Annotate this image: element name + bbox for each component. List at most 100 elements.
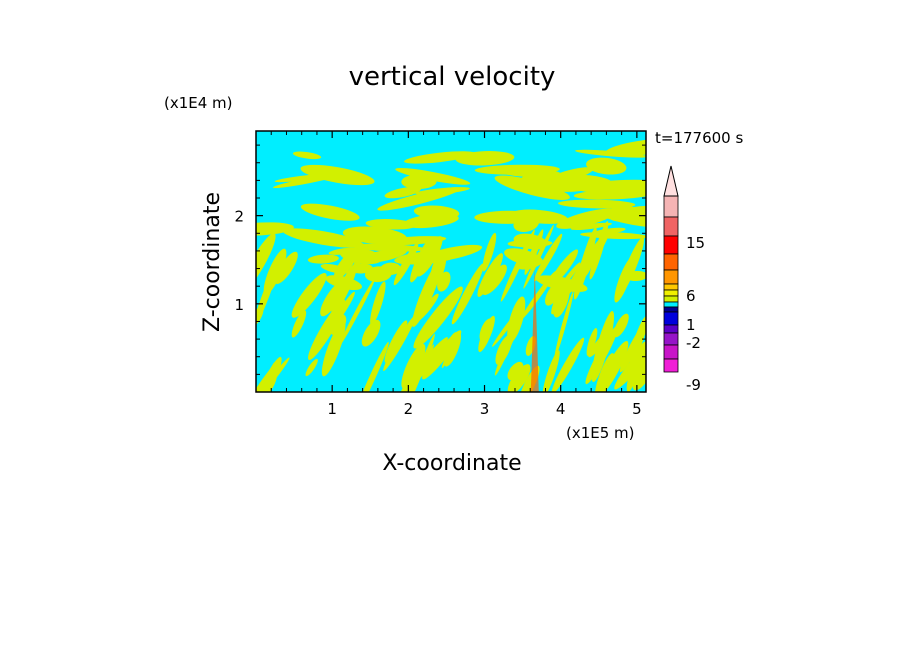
field-blob (511, 209, 568, 224)
field-streak (444, 332, 459, 361)
field-blob (307, 254, 339, 264)
colorbar-segment (663, 324, 679, 334)
field-streak (384, 320, 408, 363)
field-streak (542, 350, 560, 392)
colorbar-segment (663, 195, 679, 218)
y-tick-label: 1 (234, 296, 244, 314)
field-streak (545, 282, 562, 306)
colorbar-segment (663, 283, 679, 291)
colorbar-segment (663, 344, 679, 360)
field-streak (256, 233, 276, 293)
colorbar-segment (663, 358, 679, 373)
field-blob (600, 211, 646, 228)
field-streak (407, 333, 435, 392)
field-blob (415, 187, 470, 195)
axis-ticks (256, 131, 646, 392)
colorbar-segment (663, 235, 679, 255)
y-tick-labels: 12 (234, 208, 244, 314)
field-streak (274, 251, 298, 284)
field-streak (321, 320, 346, 377)
field-streak (482, 232, 497, 272)
field-streak (492, 303, 525, 347)
field-streak (554, 291, 574, 360)
field-streak (524, 229, 544, 275)
field-streak (401, 343, 426, 389)
colorbar-segment (663, 306, 679, 313)
colorbar-segment (663, 253, 679, 271)
colorbar-level-label: 6 (686, 287, 696, 305)
field-streak (586, 328, 598, 356)
field-blob (292, 151, 322, 160)
x-unit-label: (x1E5 m) (566, 424, 635, 442)
field-blob (586, 157, 627, 175)
updraft-core (530, 268, 539, 392)
y-tick-label: 2 (234, 208, 244, 226)
field-blob (300, 203, 360, 221)
field-streak (613, 313, 629, 338)
field-blob (384, 186, 422, 199)
field-blob (256, 222, 294, 236)
field-blob (541, 174, 613, 192)
colorbar-level-label: -9 (686, 376, 701, 394)
field-blob (328, 247, 360, 255)
field-streak (500, 229, 535, 302)
field-blob (364, 266, 392, 283)
field-streak (507, 361, 524, 381)
chart-title: vertical velocity (349, 62, 556, 92)
field-streak (410, 239, 431, 283)
x-tick-label: 1 (327, 400, 337, 418)
field-blob (605, 138, 646, 157)
field-streak (626, 358, 640, 392)
y-axis-label: Z-coordinate (200, 192, 225, 332)
colorbar: 15 6 1-2 -9 (663, 165, 705, 394)
x-tick-label: 3 (480, 400, 490, 418)
field-blob (494, 175, 570, 200)
field-streak (629, 316, 646, 364)
field-streak (639, 343, 646, 373)
field-blob (455, 151, 515, 166)
x-tick-label: 4 (556, 400, 566, 418)
field-streak (482, 264, 507, 295)
field-streak (361, 319, 381, 347)
x-tick-label: 5 (632, 400, 642, 418)
y-unit-label: (x1E4 m) (164, 94, 233, 112)
field-streak (416, 293, 439, 322)
field-streak (329, 314, 347, 336)
field-blob (365, 219, 416, 230)
field-streak (331, 263, 358, 314)
time-label: t=177600 s (655, 129, 743, 147)
field-streak (589, 221, 609, 280)
colorbar-segment (663, 289, 679, 297)
field-streak (614, 256, 635, 303)
colorbar-extend-arrow (663, 165, 679, 197)
colorbar-segment (663, 269, 679, 285)
field-streak (596, 340, 629, 392)
field-streak (393, 243, 419, 286)
field-streak (413, 286, 463, 349)
field-streak (507, 364, 531, 392)
field-streak (333, 249, 358, 280)
field-streak (495, 334, 512, 365)
x-axis-label: X-coordinate (382, 451, 521, 476)
field-streak (523, 224, 554, 289)
field-streak (412, 257, 443, 327)
field-streak (256, 306, 264, 327)
colorbar-level-label: 15 (686, 234, 705, 252)
field-streak (291, 310, 307, 338)
field-streak (308, 299, 346, 361)
colorbar-segment (663, 332, 679, 346)
field-streak (305, 358, 318, 377)
colorbar-level-label: -2 (686, 334, 701, 352)
field-streak (551, 274, 570, 315)
colorbar-segment (663, 311, 679, 326)
field-streak (451, 263, 484, 325)
x-tick-label: 2 (404, 400, 414, 418)
field-streak (478, 315, 495, 353)
field-streak (534, 233, 563, 282)
field-streak (632, 363, 646, 391)
field-blob (272, 172, 346, 189)
field-streak (356, 342, 389, 392)
field-streak (591, 311, 615, 383)
colorbar-segment (663, 216, 679, 237)
